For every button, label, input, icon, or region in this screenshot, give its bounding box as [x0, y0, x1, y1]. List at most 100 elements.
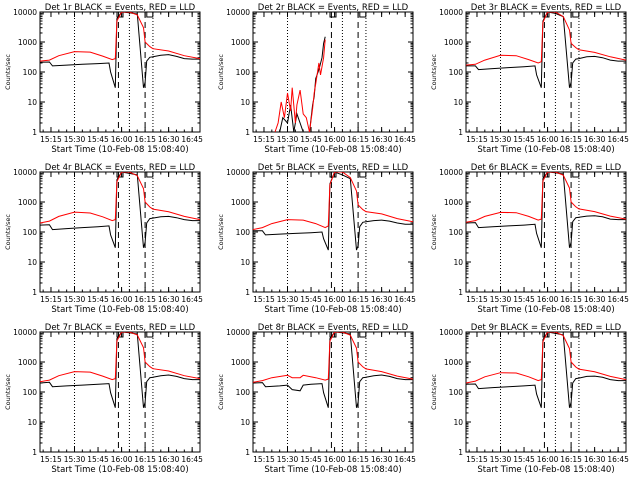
- y-tick-label: 1: [32, 288, 37, 297]
- x-tick-label: 15:30: [490, 295, 512, 304]
- detector-panel-5: Det 5r BLACK = Events, RED = LLD Start Ti…: [217, 163, 416, 315]
- plot-title: Det 1r BLACK = Events, RED = LLD: [45, 3, 196, 13]
- y-tick-label: 1000: [18, 198, 37, 207]
- plot-frame: [39, 331, 201, 453]
- x-tick-label: 15:45: [87, 135, 109, 144]
- x-tick-label: 16:30: [371, 135, 393, 144]
- x-tick-label: 15:45: [300, 455, 322, 464]
- x-axis-label: Start Time (10-Feb-08 15:08:40): [477, 465, 614, 475]
- x-tick-label: 16:45: [607, 135, 629, 144]
- flag-marker: [359, 12, 367, 18]
- series-line-lld-red: [274, 39, 326, 132]
- series-line-events-black: [40, 12, 200, 88]
- y-tick-label: 100: [449, 228, 464, 237]
- series-line-events-black: [253, 172, 413, 251]
- x-tick-label: 16:00: [324, 455, 346, 464]
- y-tick-label: 1: [458, 448, 463, 457]
- flag-marker: [359, 172, 367, 178]
- detector-panel-7: Det 7r BLACK = Events, RED = LLD Start Ti…: [4, 323, 203, 475]
- y-tick-label: 1: [458, 128, 463, 137]
- y-tick-label: 100: [23, 388, 38, 397]
- y-tick-label: 1000: [231, 38, 250, 47]
- series-line-lld-red: [466, 172, 626, 223]
- x-tick-label: 15:30: [490, 455, 512, 464]
- x-tick-label: 15:30: [490, 135, 512, 144]
- y-axis-label: Counts/sec: [430, 214, 438, 250]
- x-tick-label: 16:15: [560, 295, 582, 304]
- x-tick-label: 15:30: [277, 135, 299, 144]
- x-tick-label: 15:30: [64, 135, 86, 144]
- y-tick-label: 100: [236, 228, 251, 237]
- plot-frame: [465, 171, 627, 293]
- y-tick-label: 10000: [226, 8, 250, 17]
- y-axis-label: Counts/sec: [4, 214, 12, 250]
- x-axis-label: Start Time (10-Feb-08 15:08:40): [264, 465, 401, 475]
- flag-marker: [116, 12, 124, 18]
- plot-title: Det 8r BLACK = Events, RED = LLD: [258, 323, 409, 333]
- x-tick-label: 15:15: [40, 455, 62, 464]
- x-tick-label: 15:15: [253, 295, 275, 304]
- plot-frame: [465, 331, 627, 453]
- y-axis-label: Counts/sec: [217, 374, 225, 410]
- plot-title: Det 9r BLACK = Events, RED = LLD: [471, 323, 622, 333]
- x-tick-label: 16:15: [347, 135, 369, 144]
- y-tick-label: 1000: [444, 358, 463, 367]
- x-tick-label: 15:30: [64, 455, 86, 464]
- x-tick-label: 15:15: [466, 295, 488, 304]
- series-line-events-black: [466, 172, 626, 248]
- flag-marker: [542, 332, 550, 338]
- x-tick-label: 15:15: [40, 135, 62, 144]
- x-tick-label: 15:45: [87, 455, 109, 464]
- x-tick-label: 16:15: [560, 135, 582, 144]
- x-tick-label: 15:15: [466, 135, 488, 144]
- y-axis-label: Counts/sec: [430, 374, 438, 410]
- x-tick-label: 16:30: [371, 295, 393, 304]
- detector-panel-8: Det 8r BLACK = Events, RED = LLD Start Ti…: [217, 323, 416, 475]
- series-line-lld-red: [40, 12, 200, 62]
- x-tick-label: 15:30: [64, 295, 86, 304]
- flag-marker: [542, 12, 550, 18]
- y-tick-label: 10000: [439, 8, 463, 17]
- x-tick-label: 16:45: [181, 295, 203, 304]
- y-tick-label: 100: [236, 68, 251, 77]
- x-tick-label: 15:45: [513, 455, 535, 464]
- plot-title: Det 4r BLACK = Events, RED = LLD: [45, 163, 196, 173]
- series-line-lld-red: [466, 12, 626, 66]
- y-tick-label: 100: [449, 68, 464, 77]
- y-tick-label: 1000: [444, 38, 463, 47]
- x-tick-label: 16:15: [560, 455, 582, 464]
- y-tick-label: 10: [453, 418, 463, 427]
- x-tick-label: 16:15: [134, 135, 156, 144]
- plot-frame: [39, 11, 201, 133]
- plot-title: Det 7r BLACK = Events, RED = LLD: [45, 323, 196, 333]
- y-tick-label: 100: [23, 68, 38, 77]
- x-tick-label: 15:15: [40, 295, 62, 304]
- series-line-lld-red: [40, 332, 200, 383]
- x-tick-label: 16:45: [394, 295, 416, 304]
- y-tick-label: 1000: [444, 198, 463, 207]
- x-tick-label: 15:45: [300, 135, 322, 144]
- detector-panel-3: Det 3r BLACK = Events, RED = LLD Start Ti…: [430, 3, 629, 155]
- y-axis-label: Counts/sec: [4, 54, 12, 90]
- series-line-events-black: [466, 332, 626, 408]
- y-tick-label: 100: [449, 388, 464, 397]
- flag-marker: [572, 172, 580, 178]
- x-tick-label: 16:45: [181, 135, 203, 144]
- x-axis-label: Start Time (10-Feb-08 15:08:40): [51, 305, 188, 315]
- x-tick-label: 15:45: [513, 295, 535, 304]
- x-tick-label: 15:45: [87, 295, 109, 304]
- y-tick-label: 1: [245, 288, 250, 297]
- y-tick-label: 1000: [18, 358, 37, 367]
- x-tick-label: 16:30: [584, 135, 606, 144]
- x-tick-label: 16:45: [394, 455, 416, 464]
- y-tick-label: 10000: [226, 168, 250, 177]
- series-line-events-black: [466, 12, 626, 88]
- series-line-events-black: [253, 332, 413, 408]
- plot-frame: [39, 171, 201, 293]
- y-tick-label: 10: [453, 98, 463, 107]
- y-tick-label: 1: [32, 448, 37, 457]
- x-tick-label: 16:15: [347, 295, 369, 304]
- detector-panel-1: Det 1r BLACK = Events, RED = LLD Start Ti…: [4, 3, 203, 155]
- flag-marker: [146, 332, 154, 338]
